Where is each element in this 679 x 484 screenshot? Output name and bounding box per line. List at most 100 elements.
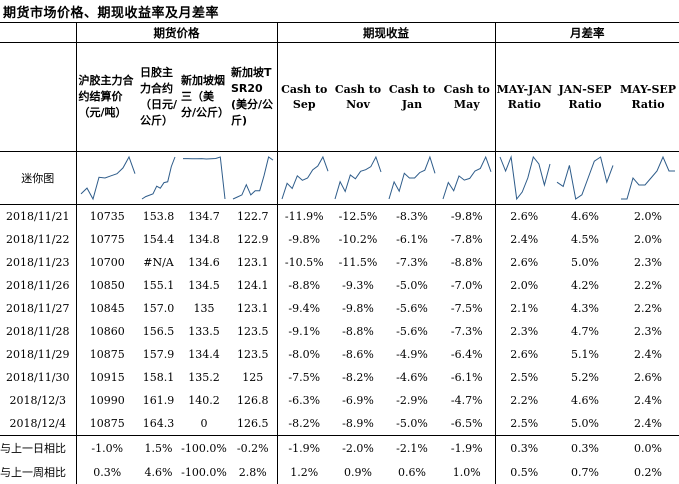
table-cell: 0.2% xyxy=(634,465,662,479)
table-cell: -1.9% xyxy=(439,435,495,460)
table-cell: 10860 xyxy=(75,320,138,343)
sparkline xyxy=(499,155,550,201)
table-cell: -2.0% xyxy=(331,435,385,460)
table-cell: 2.6% xyxy=(494,343,553,366)
table-cell: 10775 xyxy=(75,228,138,251)
table-cell: 2.3% xyxy=(494,320,553,343)
row-date: 2018/11/21 xyxy=(6,210,70,223)
sparkline-series xyxy=(499,155,550,201)
table-cell: -8.8% xyxy=(342,325,374,338)
table-cell: 4.5% xyxy=(571,233,599,246)
column-header: Cash to Sep xyxy=(276,42,331,152)
sparkline xyxy=(334,155,382,200)
table-cell: -4.9% xyxy=(396,348,428,361)
table-cell: 133.5 xyxy=(188,325,220,338)
table-cell: -7.3% xyxy=(396,256,428,269)
table-cell: 10845 xyxy=(75,297,138,320)
table-cell: 1.2% xyxy=(276,460,331,484)
table-cell: 161.9 xyxy=(142,394,175,407)
table-cell: 2.5% xyxy=(494,412,553,436)
sparkline-series xyxy=(388,155,436,200)
table-cell: 2.2% xyxy=(634,279,662,292)
table-cell: 135 xyxy=(193,302,215,315)
table-cell: 2.6% xyxy=(494,251,553,274)
table-cell: 4.6% xyxy=(571,394,599,407)
table-cell: 122.9 xyxy=(237,233,269,246)
table-cell: 123.5 xyxy=(237,325,269,338)
table-cell: 10875 xyxy=(75,412,138,436)
sparkline xyxy=(556,156,614,200)
sparkline-series xyxy=(183,156,226,200)
table-cell: 158.1 xyxy=(142,371,175,384)
table-cell: -6.1% xyxy=(396,233,428,246)
column-header: Cash to Nov xyxy=(334,83,382,111)
table-cell: -4.6% xyxy=(396,371,428,384)
table-cell: 155.1 xyxy=(142,279,175,292)
column-header: 新加坡TSR20(美分/公斤) xyxy=(231,66,274,127)
sparkline-cell xyxy=(439,151,495,205)
page-title: 期货市场价格、期现收益率及月差率 xyxy=(3,6,220,21)
table-cell: 5.2% xyxy=(571,371,599,384)
table-cell: 134.8 xyxy=(188,233,220,246)
table-cell: 2.4% xyxy=(634,394,662,407)
sparkline-series xyxy=(556,156,614,200)
sparkline-cell xyxy=(553,151,617,205)
table-row: 2018/11/30 10915 158.1 135.2 125 -7.5% -8.2% -4… xyxy=(0,366,679,389)
sparkline-series xyxy=(281,155,328,200)
table-cell: 2.3% xyxy=(634,256,662,269)
column-header: Cash to Jan xyxy=(388,83,436,111)
table-cell: 10915 xyxy=(75,366,138,389)
table-cell: -8.0% xyxy=(276,343,331,366)
sparkline-cell xyxy=(179,151,229,205)
table-cell: -9.1% xyxy=(276,320,331,343)
table-cell: -10.2% xyxy=(338,233,378,246)
table-cell: 2.2% xyxy=(494,389,553,412)
table-cell: -2.1% xyxy=(385,435,439,460)
table-cell: 5.1% xyxy=(571,348,599,361)
table-cell: 0 xyxy=(200,417,208,430)
sparkline-label: 迷你图 xyxy=(0,151,76,205)
table-row: 2018/12/3 10990 161.9 140.2 126.8 -6.3% -6.9% -… xyxy=(0,389,679,412)
row-date: 2018/11/28 xyxy=(6,325,70,338)
table-cell: #N/A xyxy=(143,256,174,269)
table-cell: 0.0% xyxy=(617,435,679,460)
table-cell: -6.9% xyxy=(342,394,374,407)
table-cell: -5.6% xyxy=(396,325,428,338)
table-cell: 153.8 xyxy=(142,210,175,223)
table-cell: 4.2% xyxy=(571,279,599,292)
sparkline xyxy=(183,156,226,200)
table-cell: -8.8% xyxy=(276,274,331,297)
table-cell: 157.0 xyxy=(142,302,175,315)
table-cell: 2.2% xyxy=(634,302,662,315)
table-cell: 1.0% xyxy=(452,465,481,479)
sparkline-cell xyxy=(331,151,385,205)
sparkline xyxy=(388,155,436,200)
table-cell: -100.0% xyxy=(181,465,227,479)
table-cell: -2.9% xyxy=(396,394,428,407)
sparkline-series xyxy=(80,155,135,201)
column-header: MAY-SEP Ratio xyxy=(619,83,677,111)
table-cell: 122.7 xyxy=(237,210,269,223)
sparkline-series xyxy=(621,155,675,200)
row-date: 2018/11/29 xyxy=(6,348,70,361)
sparkline-series xyxy=(141,156,176,200)
table-cell: 123.1 xyxy=(237,302,269,315)
table-cell: 2.0% xyxy=(634,233,662,246)
table-cell: -9.8% xyxy=(276,228,331,251)
column-header: JAN-SEP Ratio xyxy=(558,83,612,111)
row-date: 2018/11/30 xyxy=(6,371,70,384)
table-cell: 140.2 xyxy=(188,394,220,407)
row-date: 2018/11/22 xyxy=(6,233,70,246)
table-cell: -6.5% xyxy=(450,417,483,430)
table-cell: 126.5 xyxy=(237,417,269,430)
table-cell: 123.5 xyxy=(237,348,269,361)
table-cell: 154.4 xyxy=(142,233,175,246)
table-cell: 10700 xyxy=(75,251,138,274)
table-cell: 4.6% xyxy=(571,210,599,223)
table-cell: 4.7% xyxy=(571,325,599,338)
table-cell: 2.0% xyxy=(494,274,553,297)
table-cell: -100.0% xyxy=(179,435,229,460)
table-row: 2018/11/27 10845 157.0 135 123.1 -9.4% -9.8% -5… xyxy=(0,297,679,320)
sparkline-series xyxy=(232,156,274,200)
row-date: 2018/11/23 xyxy=(6,256,70,269)
